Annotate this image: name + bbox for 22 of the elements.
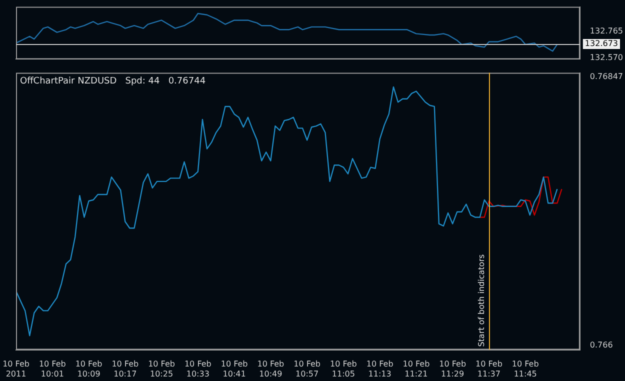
y-tick-label: 0.76847 (590, 72, 624, 82)
x-tick-label: 10 Feb 10:01 (38, 360, 66, 378)
ref-line-label: Start of both indicators (477, 254, 486, 347)
y-tick-label: 0.766 (590, 340, 613, 350)
x-tick-label: 10 Feb 10:57 (294, 360, 320, 378)
x-tick-label: 10 Feb 10:49 (257, 360, 284, 378)
y-tick-label: 132.570 (590, 52, 624, 62)
x-tick-label: 10 Feb 2011 (2, 360, 30, 378)
x-tick-label: 10 Feb 11:29 (439, 360, 466, 378)
x-tick-label: 10 Feb 11:21 (402, 360, 430, 378)
ref-line-label: 132.673 (584, 39, 618, 48)
x-tick-label: 10 Feb 10:09 (75, 360, 102, 378)
x-tick-label: 10 Feb 10:17 (112, 360, 139, 378)
x-tick-label: 10 Feb 10:25 (148, 360, 175, 378)
x-tick-label: 10 Feb 11:13 (366, 360, 394, 378)
x-tick-label: 10 Feb 10:33 (184, 360, 212, 378)
y-tick-label: 132.765 (590, 26, 624, 36)
x-tick-label: 10 Feb 10:41 (220, 360, 248, 378)
annotation: OffChartPair NZDUSD Spd: 44 0.76744 (20, 76, 206, 87)
x-tick-label: 10 Feb 11:45 (512, 360, 539, 378)
x-tick-label: 10 Feb 11:37 (476, 360, 502, 378)
x-tick-label: 10 Feb 11:05 (330, 360, 357, 378)
